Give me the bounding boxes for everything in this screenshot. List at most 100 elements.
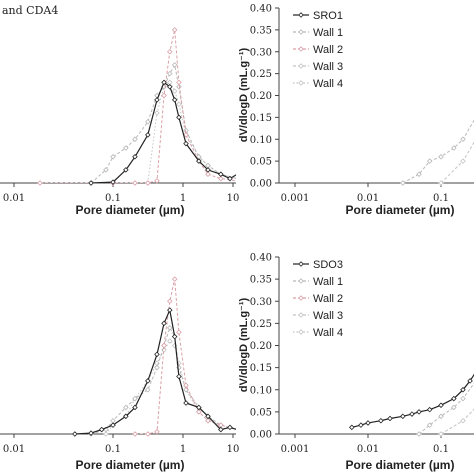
data-point xyxy=(171,62,178,68)
series-line xyxy=(40,29,236,183)
data-point xyxy=(460,395,466,402)
series-line xyxy=(74,308,236,434)
legend-entry: Wall 4 xyxy=(313,327,343,339)
x-tick-label: 0.01 xyxy=(357,444,379,455)
data-point xyxy=(176,114,182,121)
data-point xyxy=(145,378,151,384)
data-point xyxy=(365,420,371,426)
legend-marker xyxy=(298,329,304,335)
data-point xyxy=(37,180,43,186)
data-point xyxy=(154,364,160,371)
data-point xyxy=(438,153,444,160)
data-point xyxy=(167,298,173,305)
series-line xyxy=(135,278,236,434)
data-point xyxy=(387,415,393,422)
data-point xyxy=(72,431,78,437)
y-tick-label: 0.30 xyxy=(250,297,272,308)
x-axis-label: Pore diameter (µm) xyxy=(346,203,455,217)
data-point xyxy=(409,411,415,417)
legend-entry: Wall 3 xyxy=(313,61,343,73)
data-point xyxy=(205,417,211,424)
data-point xyxy=(176,79,182,86)
data-point xyxy=(167,83,173,90)
legend-marker xyxy=(298,295,304,301)
y-axis-label: dV/dlogD (mL.g⁻¹) xyxy=(238,47,250,142)
data-point xyxy=(183,132,189,138)
data-point xyxy=(161,320,167,327)
data-point xyxy=(145,132,151,138)
data-point xyxy=(161,79,167,86)
data-point xyxy=(123,413,129,420)
series-line xyxy=(418,382,474,434)
series-line xyxy=(440,141,474,183)
legend-entry: Wall 1 xyxy=(313,276,343,288)
title-fragment: and CDA4 xyxy=(2,4,58,17)
data-point xyxy=(88,180,94,186)
data-point xyxy=(110,179,116,185)
data-point xyxy=(176,329,182,335)
data-point xyxy=(467,378,473,384)
data-point xyxy=(167,325,173,331)
x-tick-label: 0.001 xyxy=(281,193,310,204)
x-tick-label: 10 xyxy=(227,193,240,204)
data-point xyxy=(378,417,384,424)
data-point xyxy=(154,429,160,435)
y-tick-label: 0.40 xyxy=(250,4,272,15)
data-point xyxy=(145,386,151,393)
legend-marker xyxy=(298,278,304,284)
data-point xyxy=(103,167,109,173)
data-point xyxy=(416,409,422,415)
y-tick-label: 0.25 xyxy=(250,69,272,80)
data-point xyxy=(451,395,457,402)
data-point xyxy=(400,180,406,186)
data-point xyxy=(205,171,211,178)
x-tick-label: 0.1 xyxy=(433,444,449,455)
x-axis-label: Pore diameter (µm) xyxy=(76,458,185,472)
data-point xyxy=(123,145,129,151)
data-point xyxy=(426,406,433,413)
data-point xyxy=(400,413,406,420)
data-point xyxy=(196,404,202,411)
data-point xyxy=(123,404,129,411)
y-tick-label: 0.10 xyxy=(250,135,272,146)
legend-entry: SRO1 xyxy=(313,10,343,22)
data-point xyxy=(196,158,202,164)
data-point xyxy=(451,145,457,151)
data-point xyxy=(110,422,116,428)
x-tick-label: 0.001 xyxy=(281,444,310,455)
data-point xyxy=(171,88,178,94)
data-point xyxy=(132,431,138,437)
series-line xyxy=(440,408,474,434)
data-point xyxy=(132,153,138,160)
data-point xyxy=(438,431,444,437)
data-point xyxy=(349,424,355,431)
data-point xyxy=(167,338,173,344)
data-point xyxy=(132,404,138,411)
x-tick-label: 1 xyxy=(180,193,186,204)
x-tick-label: 10 xyxy=(227,444,240,455)
data-point xyxy=(154,97,160,103)
data-point xyxy=(416,431,422,437)
data-point xyxy=(167,70,173,77)
legend-marker xyxy=(298,12,304,18)
data-point xyxy=(460,158,466,164)
data-point xyxy=(110,153,116,160)
data-point xyxy=(110,417,116,424)
x-tick-label: 0.1 xyxy=(433,193,449,204)
legend-entry: SDO3 xyxy=(313,259,343,271)
series-line xyxy=(90,326,236,434)
legend-entry: Wall 3 xyxy=(313,310,343,322)
data-point xyxy=(358,422,364,428)
y-tick-label: 0.10 xyxy=(250,385,272,396)
legend-entry: Wall 2 xyxy=(313,44,343,56)
data-point xyxy=(171,97,178,103)
data-point xyxy=(132,180,138,186)
legend-marker xyxy=(298,63,304,69)
data-point xyxy=(171,27,178,33)
data-point xyxy=(145,180,151,186)
data-point xyxy=(176,101,182,108)
x-tick-label: 0.1 xyxy=(105,444,121,455)
series-line xyxy=(147,81,236,183)
legend-marker xyxy=(298,261,304,267)
y-tick-label: 0.20 xyxy=(250,91,272,102)
